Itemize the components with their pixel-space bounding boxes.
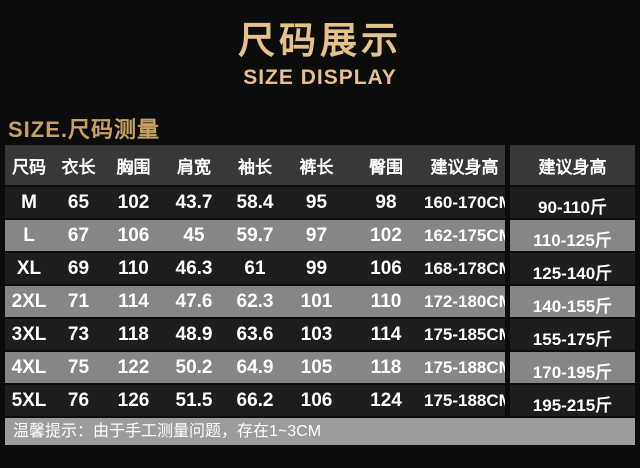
cell-hip: 98 — [375, 191, 397, 213]
cell-weight: 140-155斤 — [505, 286, 635, 317]
table-row-4xl: 4XL 75 122 50.2 64.9 105 118 175-188CM 1… — [5, 352, 635, 383]
cell-clothes-length: 65 — [67, 191, 90, 213]
cell-height: 175-188CM — [424, 357, 505, 377]
table-row-3xl: 3XL 73 118 48.9 63.6 103 114 175-185CM 1… — [5, 319, 635, 350]
bottom-filler — [0, 445, 640, 468]
cell-clothes-length: 71 — [67, 290, 90, 312]
col-header-shoulder: 肩宽 — [177, 157, 211, 177]
cell-chest: 122 — [117, 356, 150, 378]
cell-weight: 155-175斤 — [505, 319, 635, 350]
cell-sleeve: 63.6 — [236, 323, 274, 345]
cell-pants-length: 99 — [305, 257, 328, 279]
cell-sleeve: 62.3 — [236, 290, 274, 312]
cell-pants-length: 103 — [300, 323, 333, 345]
cell-sleeve: 61 — [244, 257, 266, 279]
cell-weight: 110-125斤 — [505, 220, 635, 251]
cell-clothes-length: 75 — [67, 356, 90, 378]
cell-hip: 118 — [370, 356, 402, 378]
cell-chest: 118 — [118, 323, 149, 345]
table-row-5xl: 5XL 76 126 51.5 66.2 106 124 175-188CM 1… — [5, 385, 635, 416]
cell-pants-length: 101 — [300, 290, 333, 312]
cell-shoulder: 46.3 — [175, 257, 213, 279]
cell-hip: 102 — [370, 224, 402, 246]
cell-hip: 124 — [370, 389, 402, 411]
cell-weight: 170-195斤 — [505, 352, 635, 383]
col-header-size: 尺码 — [12, 157, 46, 177]
cell-height: 160-170CM — [424, 192, 505, 212]
cell-size: 4XL — [11, 356, 47, 378]
cell-height: 168-178CM — [424, 258, 505, 278]
cell-height: 175-188CM — [424, 390, 505, 410]
banner-subtitle: SIZE DISPLAY — [243, 65, 397, 89]
cell-pants-length: 106 — [300, 389, 333, 411]
cell-pants-length: 97 — [305, 224, 328, 246]
col-header-clothes-length: 衣长 — [61, 157, 96, 177]
cell-size: 2XL — [11, 290, 47, 312]
cell-size: L — [23, 224, 35, 246]
cell-size: M — [21, 191, 37, 213]
cell-clothes-length: 67 — [67, 224, 90, 246]
cell-sleeve: 59.7 — [236, 224, 274, 246]
cell-sleeve: 64.9 — [236, 356, 274, 378]
cell-weight: 195-215斤 — [505, 385, 635, 416]
cell-clothes-length: 69 — [67, 257, 90, 279]
cell-hip: 114 — [370, 323, 402, 345]
cell-chest: 114 — [118, 290, 149, 312]
size-chart-table: 尺码 衣长 胸围 肩宽 袖长 裤长 臀围 建议身高 建议身高 M 65 102 … — [5, 143, 635, 418]
col-header-pants-length: 裤长 — [299, 157, 334, 177]
col-header-hip: 臀围 — [369, 157, 403, 177]
banner-title: 尺码展示 — [238, 20, 402, 62]
table-row-2xl: 2XL 71 114 47.6 62.3 101 110 172-180CM 1… — [5, 286, 635, 317]
cell-clothes-length: 73 — [67, 323, 90, 345]
cell-chest: 110 — [118, 257, 149, 279]
col-header-height: 建议身高 — [430, 157, 499, 177]
table-row-l: L 67 106 45 59.7 97 102 162-175CM 110-12… — [5, 220, 635, 251]
cell-chest: 102 — [117, 191, 150, 213]
cell-hip: 110 — [370, 290, 402, 312]
cell-shoulder: 43.7 — [175, 191, 213, 213]
table-row-m: M 65 102 43.7 58.4 95 98 160-170CM 90-11… — [5, 187, 635, 218]
cell-clothes-length: 76 — [67, 389, 90, 411]
cell-chest: 106 — [117, 224, 150, 246]
header-banner: 尺码展示 SIZE DISPLAY — [0, 0, 640, 105]
cell-shoulder: 45 — [183, 224, 205, 246]
table-header-row: 尺码 衣长 胸围 肩宽 袖长 裤长 臀围 建议身高 建议身高 — [5, 145, 635, 185]
cell-shoulder: 51.5 — [175, 389, 213, 411]
col-header-sleeve: 袖长 — [238, 157, 272, 177]
table-row-xl: XL 69 110 46.3 61 99 106 168-178CM 125-1… — [5, 253, 635, 284]
cell-pants-length: 95 — [305, 191, 328, 213]
cell-shoulder: 50.2 — [175, 356, 213, 378]
section-title: SIZE.尺码测量 — [8, 117, 161, 142]
col-header-chest: 胸围 — [116, 157, 151, 177]
cell-height: 162-175CM — [424, 225, 505, 245]
cell-sleeve: 58.4 — [236, 191, 274, 213]
cell-size: 3XL — [11, 323, 47, 345]
cell-sleeve: 66.2 — [236, 389, 274, 411]
cell-chest: 126 — [117, 389, 150, 411]
col-header-weight: 建议身高 — [505, 145, 635, 185]
cell-weight: 125-140斤 — [505, 253, 635, 284]
cell-pants-length: 105 — [300, 356, 333, 378]
cell-shoulder: 48.9 — [175, 323, 213, 345]
cell-hip: 106 — [370, 257, 402, 279]
cell-shoulder: 47.6 — [175, 290, 213, 312]
cell-size: XL — [16, 257, 42, 279]
cell-height: 175-185CM — [424, 324, 505, 344]
cell-height: 172-180CM — [424, 291, 505, 311]
cell-weight: 90-110斤 — [505, 187, 635, 218]
measurement-disclaimer: 温馨提示：由于手工测量问题，存在1~3CM — [5, 418, 635, 445]
cell-size: 5XL — [11, 389, 47, 411]
